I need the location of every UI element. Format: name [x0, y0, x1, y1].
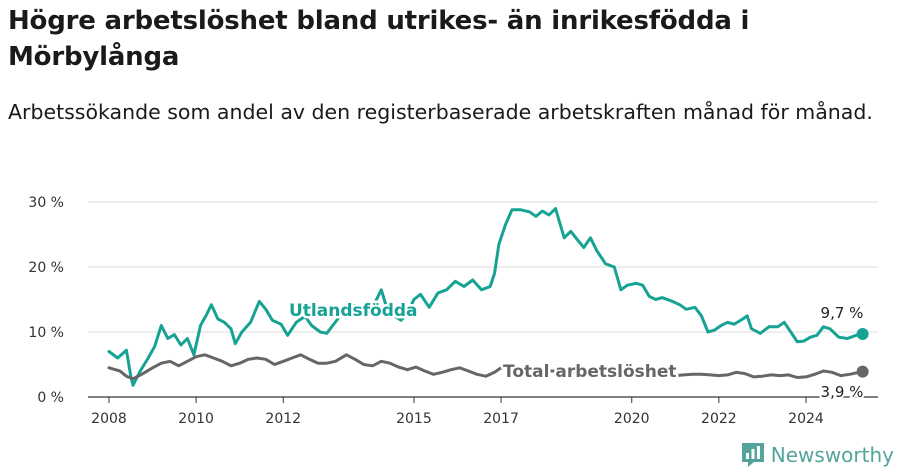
x-axis-ticks: 2008 2010 2012 2015 2017 2020 2022 2024	[91, 397, 824, 427]
series-end-marker-foreign-born	[856, 327, 869, 340]
newsworthy-logo-icon	[741, 443, 764, 467]
x-tick-label: 2008	[91, 411, 127, 427]
end-value-label-total: 3,9 %	[821, 383, 864, 401]
y-axis-ticks: 0 % 10 % 20 % 30 %	[28, 195, 64, 406]
series-end-marker-total	[856, 365, 869, 378]
end-value-label-foreign-born: 9,7 %	[821, 304, 864, 322]
series-line-total	[107, 353, 865, 381]
x-tick-label: 2015	[396, 411, 432, 427]
series-label-total: Total arbetslöshet	[503, 362, 677, 382]
x-tick-label: 2010	[178, 411, 214, 427]
series-layer	[107, 207, 869, 387]
y-tick-label: 10 %	[28, 325, 64, 341]
grid-layer	[88, 201, 878, 398]
x-tick-label: 2012	[265, 411, 301, 427]
y-tick-label: 0 %	[37, 390, 64, 406]
series-label-foreign-born: Utlandsfödda	[289, 301, 418, 321]
x-tick-label: 2022	[701, 411, 737, 427]
x-tick-label: 2024	[788, 411, 824, 427]
x-tick-label: 2020	[614, 411, 650, 427]
newsworthy-brand: Newsworthy	[741, 442, 894, 468]
y-tick-label: 20 %	[28, 260, 64, 276]
x-tick-label: 2017	[483, 411, 519, 427]
brand-name: Newsworthy	[770, 443, 894, 467]
series-labels: Utlandsfödda Total arbetslöshet 9,7 % 3,9 %	[287, 299, 866, 404]
chart-subtitle: Arbetssökande som andel av den registerb…	[8, 100, 873, 124]
chart-title: Högre arbetslöshet bland utrikes- än inr…	[8, 6, 750, 72]
y-tick-label: 30 %	[28, 195, 64, 211]
series-line-foreign-born	[107, 207, 865, 387]
